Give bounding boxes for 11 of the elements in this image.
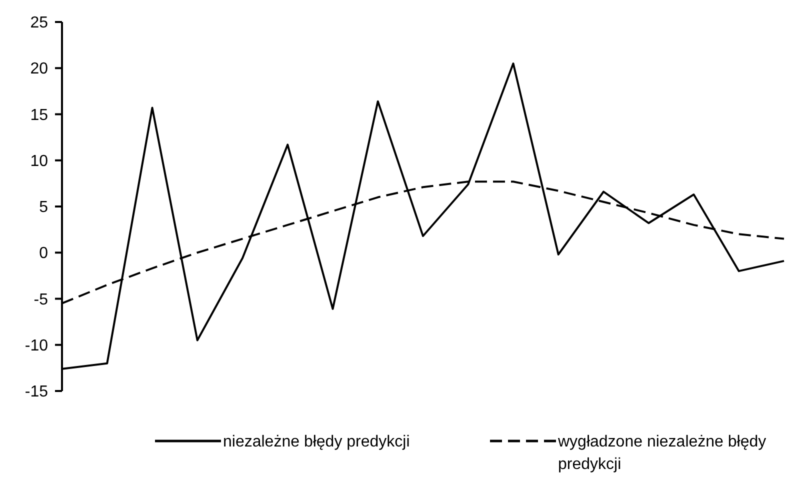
y-tick-label: 20 — [30, 60, 48, 78]
y-tick-label: 0 — [39, 245, 48, 262]
y-tick-label: 5 — [39, 199, 48, 216]
y-tick-label: -15 — [24, 384, 48, 401]
y-tick-label: -10 — [24, 337, 48, 354]
y-tick-label: 10 — [30, 152, 48, 170]
legend-label: wygładzone niezależne błędy predykcji — [557, 434, 766, 473]
legend-label: niezależne błędy predykcji — [223, 434, 410, 451]
y-tick-label: 15 — [30, 106, 48, 124]
y-tick-label: -5 — [34, 291, 48, 308]
y-tick-label: 25 — [30, 14, 48, 32]
